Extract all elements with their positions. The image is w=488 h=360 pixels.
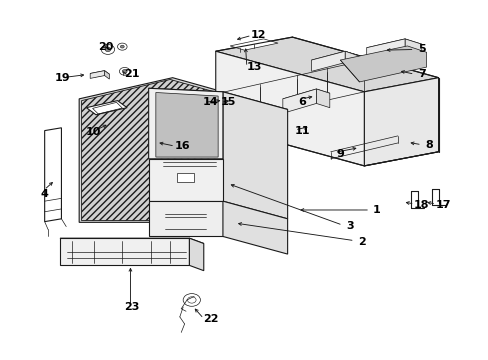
Polygon shape: [148, 88, 223, 159]
Polygon shape: [79, 78, 223, 222]
Text: 6: 6: [298, 98, 305, 107]
Polygon shape: [282, 89, 316, 113]
Text: 14: 14: [203, 98, 218, 107]
Polygon shape: [223, 201, 287, 254]
Polygon shape: [230, 39, 278, 50]
Text: 10: 10: [86, 127, 101, 138]
Text: 1: 1: [372, 205, 379, 215]
Text: 21: 21: [124, 69, 140, 79]
Text: 20: 20: [98, 42, 113, 51]
Text: 4: 4: [40, 189, 48, 199]
Polygon shape: [189, 238, 203, 271]
Polygon shape: [90, 71, 109, 77]
Text: 12: 12: [251, 30, 266, 40]
Text: 3: 3: [346, 221, 353, 231]
Text: 17: 17: [435, 200, 450, 210]
Polygon shape: [104, 71, 109, 79]
Polygon shape: [60, 238, 203, 243]
Text: 19: 19: [55, 73, 70, 83]
Text: 9: 9: [336, 149, 344, 158]
Circle shape: [105, 48, 111, 51]
Text: 23: 23: [124, 302, 139, 312]
Polygon shape: [364, 78, 438, 166]
Polygon shape: [148, 88, 287, 109]
Polygon shape: [311, 51, 345, 71]
Polygon shape: [340, 46, 426, 82]
Polygon shape: [156, 93, 218, 157]
Text: 13: 13: [246, 62, 261, 72]
Circle shape: [122, 69, 127, 73]
Polygon shape: [148, 159, 223, 201]
Polygon shape: [311, 51, 358, 65]
Polygon shape: [81, 80, 220, 221]
Text: 15: 15: [220, 98, 235, 107]
Text: 5: 5: [417, 45, 425, 54]
Text: 18: 18: [413, 200, 428, 210]
Polygon shape: [404, 39, 421, 58]
Polygon shape: [60, 238, 189, 265]
Text: 8: 8: [424, 140, 432, 150]
Text: 11: 11: [294, 126, 309, 136]
Text: 16: 16: [174, 141, 190, 152]
Polygon shape: [223, 92, 287, 219]
Polygon shape: [366, 39, 421, 53]
Polygon shape: [366, 39, 404, 62]
Text: 22: 22: [203, 314, 218, 324]
Polygon shape: [177, 173, 194, 182]
Text: 7: 7: [417, 69, 425, 79]
Polygon shape: [90, 71, 104, 78]
Polygon shape: [282, 89, 329, 103]
Polygon shape: [215, 51, 364, 166]
Text: 2: 2: [357, 237, 365, 247]
Polygon shape: [148, 201, 223, 237]
Polygon shape: [316, 89, 329, 108]
Polygon shape: [215, 37, 438, 92]
Polygon shape: [44, 128, 61, 222]
Circle shape: [120, 45, 124, 48]
Polygon shape: [345, 51, 358, 67]
Polygon shape: [86, 100, 127, 115]
